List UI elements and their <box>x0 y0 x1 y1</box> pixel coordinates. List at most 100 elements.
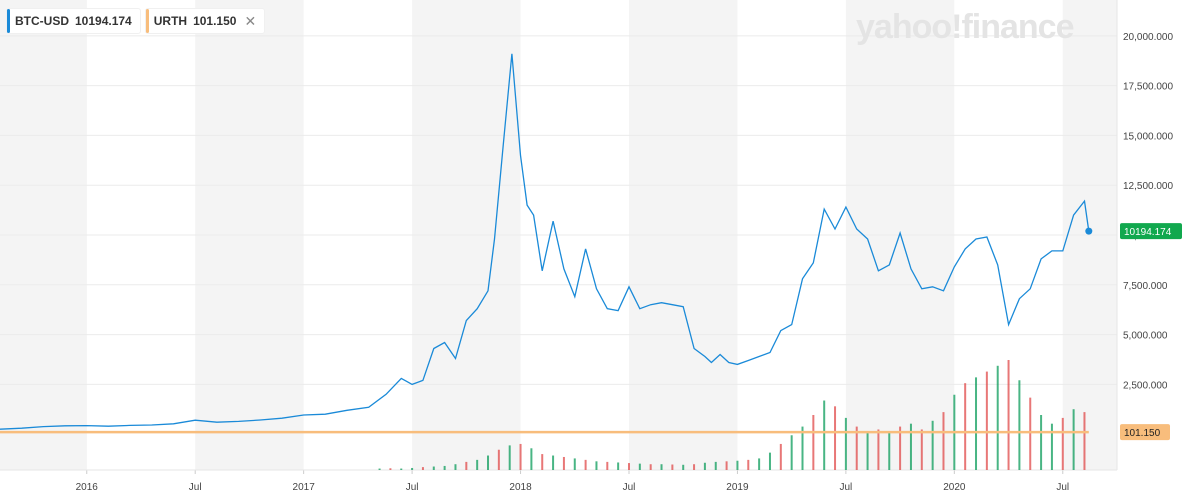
volume-bar <box>790 435 793 470</box>
volume-bar <box>508 445 511 470</box>
volume-bar <box>714 461 717 470</box>
last-value-badge <box>1120 424 1170 441</box>
volume-bar <box>1007 360 1010 470</box>
volume-bar <box>920 429 923 470</box>
y-tick-label: 5,000.000 <box>1123 331 1168 342</box>
volume-bar <box>606 461 609 470</box>
btc-last-point <box>1085 227 1093 235</box>
volume-bar <box>834 406 837 470</box>
volume-bar <box>844 417 847 470</box>
x-tick-label: Jul <box>406 482 419 493</box>
volume-bar <box>454 464 457 470</box>
volume-bar <box>942 412 945 470</box>
volume-bar <box>823 400 826 470</box>
x-tick-label: Jul <box>1056 482 1069 493</box>
volume-bar <box>389 468 392 470</box>
x-tick-label: 2018 <box>509 482 532 493</box>
x-tick-label: 2019 <box>726 482 749 493</box>
volume-bar <box>649 464 652 470</box>
last-value-badge <box>1120 223 1182 240</box>
volume-bar <box>487 455 490 470</box>
volume-bar <box>530 448 533 470</box>
volume-bar <box>443 465 446 470</box>
yahoo-finance-logo: yahoo!finance <box>856 8 1074 46</box>
volume-bar <box>617 462 620 470</box>
volume-bar <box>584 459 587 470</box>
x-tick-label: Jul <box>623 482 636 493</box>
urth-value: 101.150 <box>193 14 237 28</box>
legend: BTC-USD 10194.174 URTH 101.150 ✕ <box>7 9 265 33</box>
volume-bar <box>660 464 663 470</box>
x-tick-label: 2020 <box>943 482 966 493</box>
btc-last-value: 10194.174 <box>1124 227 1172 238</box>
x-tick-label: 2017 <box>293 482 316 493</box>
volume-bar <box>747 459 750 470</box>
legend-chip-btc[interactable]: BTC-USD 10194.174 <box>7 9 140 33</box>
volume-bar <box>1050 423 1053 470</box>
volume-bar <box>1072 409 1075 470</box>
volume-bar <box>866 432 869 470</box>
y-tick-label: 2,500.000 <box>1123 380 1168 391</box>
volume-bar <box>1029 397 1032 470</box>
volume-bar <box>964 383 967 470</box>
volume-bar <box>682 464 685 470</box>
x-tick-label: Jul <box>839 482 852 493</box>
volume-bar <box>768 452 771 470</box>
volume-bar <box>378 468 381 470</box>
volume-bar <box>975 377 978 470</box>
volume-bar <box>465 461 468 470</box>
close-icon[interactable]: ✕ <box>244 12 257 29</box>
volume-bar <box>725 461 728 470</box>
urth-last-value: 101.150 <box>1124 428 1161 439</box>
volume-bar <box>476 459 479 470</box>
volume-bar <box>693 464 696 470</box>
btc-line <box>0 53 1090 430</box>
volume-bar <box>931 420 934 470</box>
y-tick-label: 12,500.000 <box>1123 181 1173 192</box>
volume-bar <box>703 462 706 470</box>
volume-bar <box>400 468 403 470</box>
urth-color-bar <box>145 9 149 33</box>
volume-bar <box>801 426 804 470</box>
volume-bar <box>552 455 555 470</box>
volume-bar <box>1018 380 1021 470</box>
volume-bar <box>909 423 912 470</box>
btc-symbol: BTC-USD <box>15 14 69 28</box>
legend-chip-urth[interactable]: URTH 101.150 ✕ <box>145 9 265 33</box>
x-tick-label: 2016 <box>76 482 99 493</box>
volume-bar <box>573 458 576 470</box>
volume-bar <box>985 371 988 470</box>
btc-value: 10194.174 <box>75 14 132 28</box>
volume-bar <box>877 429 880 470</box>
volume-bar <box>899 426 902 470</box>
y-tick-label: 17,500.000 <box>1123 82 1173 93</box>
volume-bar <box>421 467 424 470</box>
urth-symbol: URTH <box>153 14 188 28</box>
x-tick-label: Jul <box>189 482 202 493</box>
btc-color-bar <box>7 9 10 33</box>
volume-bar <box>758 458 761 470</box>
y-tick-label: 20,000.000 <box>1123 32 1173 43</box>
volume-bar <box>812 415 815 470</box>
volume-bar <box>411 467 414 470</box>
volume-bar <box>996 365 999 470</box>
y-tick-label: 15,000.000 <box>1123 131 1173 142</box>
volume-bar <box>595 461 598 470</box>
volume-bar <box>1083 412 1086 470</box>
volume-bar <box>779 443 782 470</box>
volume-bar <box>855 426 858 470</box>
volume-bar <box>541 454 544 470</box>
volume-bar <box>432 466 435 470</box>
volume-bar <box>1061 417 1064 470</box>
volume-bar <box>888 432 891 470</box>
volume-bar <box>562 456 565 470</box>
volume-bar <box>736 460 739 470</box>
volume-bar <box>671 464 674 470</box>
volume-bar <box>1040 415 1043 470</box>
y-tick-label: 7,500.000 <box>1123 281 1168 292</box>
volume-bar <box>497 449 500 470</box>
volume-bar <box>519 443 522 470</box>
volume-bar <box>638 463 641 470</box>
volume-bar <box>627 463 630 470</box>
